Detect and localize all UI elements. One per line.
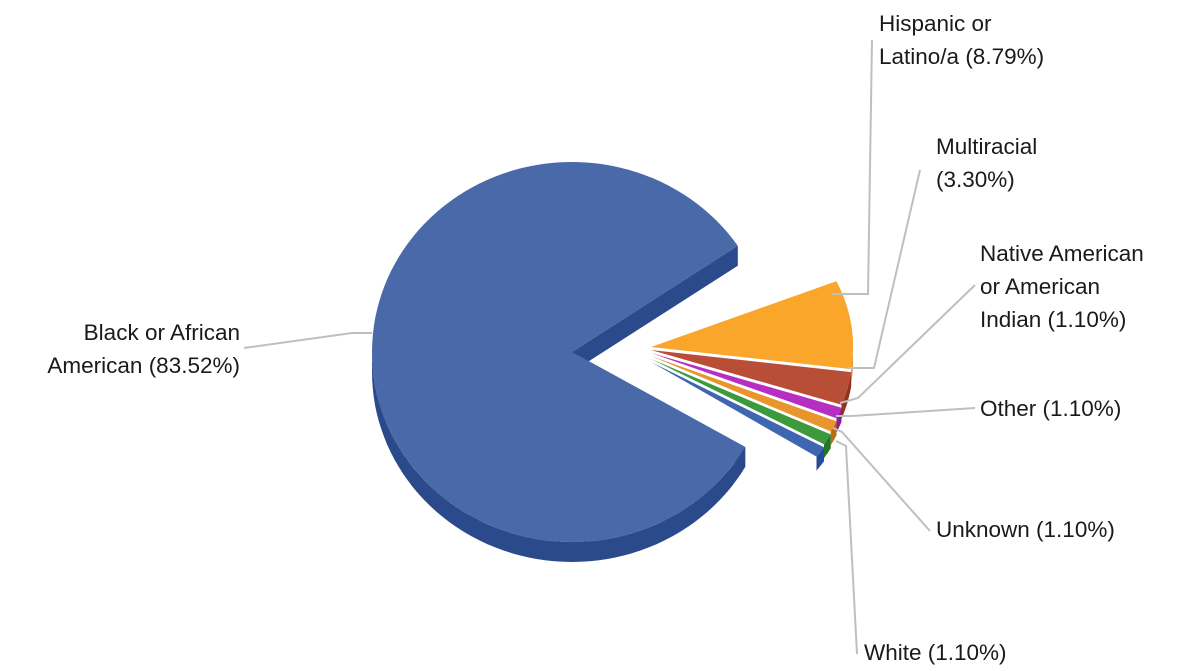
slice-label-other: Other (1.10%) (980, 396, 1121, 421)
leader-lines-layer (243, 39, 976, 655)
slice-label-line: Other (1.10%) (980, 396, 1121, 421)
slice-label-unknown: Unknown (1.10%) (936, 517, 1115, 542)
slice-label-line: American (83.52%) (47, 353, 240, 378)
slice-label-line: or American (980, 274, 1100, 299)
slice-label-line: White (1.10%) (864, 640, 1007, 665)
slice-label-line: Black or African (84, 320, 240, 345)
slice-edge2-black-or-african-american (572, 245, 738, 372)
slice-label-line: Unknown (1.10%) (936, 517, 1115, 542)
leader-line-unknown (832, 427, 931, 532)
leader-line-native-american-or-american-indian (839, 284, 976, 404)
leader-line-black-or-african-american (243, 332, 372, 349)
leader-line-multiracial (848, 169, 921, 369)
slice-white (651, 362, 824, 457)
slice-side-unknown (824, 434, 831, 459)
slice-label-line: Hispanic or (879, 11, 992, 36)
leader-line-other (836, 407, 976, 417)
slice-unknown (651, 359, 831, 445)
slice-labels-layer: Black or African American (83.52%) Hispani… (47, 11, 1143, 665)
slice-side-native-american-or-american-indian (836, 407, 842, 433)
slice-black-or-african-american (372, 162, 746, 542)
slice-label-multiracial: Multiracial (3.30%) (936, 134, 1037, 192)
slice-label-line: Indian (1.10%) (980, 307, 1126, 332)
slice-other (651, 356, 837, 432)
slice-label-line: Native American (980, 241, 1144, 266)
slice-label-line: Latino/a (8.79%) (879, 44, 1044, 69)
slice-tops-layer (372, 162, 853, 542)
slice-label-black-or-african-american: Black or African American (83.52%) (47, 320, 240, 378)
slice-multiracial (651, 350, 852, 405)
slice-label-line: Multiracial (936, 134, 1037, 159)
leader-line-hispanic-or-latino-a (832, 39, 873, 295)
slice-native-american-or-american-indian (651, 353, 842, 419)
slice-hispanic-or-latino-a (651, 281, 853, 370)
slice-label-line: (3.30%) (936, 167, 1015, 192)
slice-label-hispanic-or-latino-a: Hispanic or Latino/a (8.79%) (879, 11, 1044, 69)
slice-side-multiracial (841, 372, 852, 419)
slice-side-other (830, 421, 837, 446)
slice-side-white (816, 447, 824, 471)
slice-label-white: White (1.10%) (864, 640, 1007, 665)
slice-label-native-american-or-american-indian: Native American or American Indian (1.10%) (980, 241, 1144, 332)
leader-line-white (835, 440, 858, 655)
